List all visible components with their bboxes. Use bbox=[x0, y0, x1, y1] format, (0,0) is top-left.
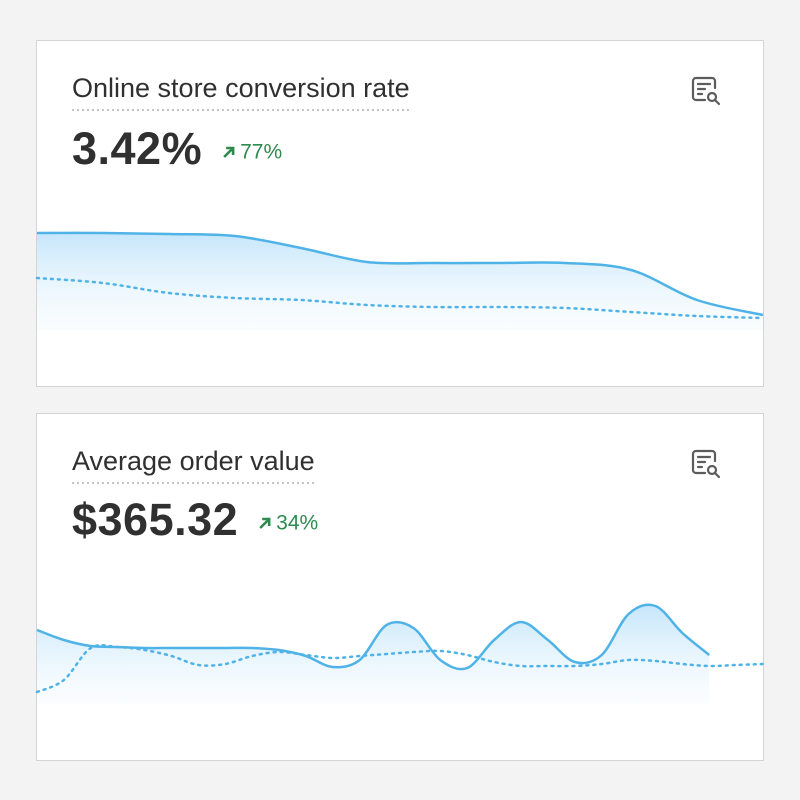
icon-lines bbox=[696, 82, 712, 96]
current-line bbox=[36, 231, 764, 317]
metric-change: 34% bbox=[276, 512, 318, 535]
metric-change: 77% bbox=[240, 141, 282, 164]
metric-value: 3.42% bbox=[72, 123, 202, 174]
current-line bbox=[36, 603, 711, 671]
metric-value: $365.32 bbox=[72, 494, 238, 545]
icon-handle bbox=[713, 471, 721, 479]
up-arrow bbox=[223, 146, 235, 158]
icon-frame bbox=[691, 449, 717, 475]
card-title[interactable]: Average order value bbox=[72, 446, 315, 476]
report-icon[interactable] bbox=[691, 76, 721, 106]
icon-handle bbox=[713, 98, 721, 106]
report-icon[interactable] bbox=[691, 449, 721, 479]
card-title[interactable]: Online store conversion rate bbox=[72, 73, 410, 103]
icon-lens bbox=[706, 91, 718, 103]
metric-card: Average order value $365.32 34% bbox=[35, 413, 765, 761]
icon-lens bbox=[706, 464, 718, 476]
previous-line bbox=[35, 276, 765, 320]
current-area bbox=[37, 232, 763, 330]
icon-frame bbox=[691, 76, 717, 102]
up-arrow bbox=[259, 517, 271, 529]
previous-line bbox=[35, 643, 765, 694]
icon-lines bbox=[696, 455, 712, 469]
metric-card: Online store conversion rate 3.42% 77% bbox=[35, 40, 765, 387]
